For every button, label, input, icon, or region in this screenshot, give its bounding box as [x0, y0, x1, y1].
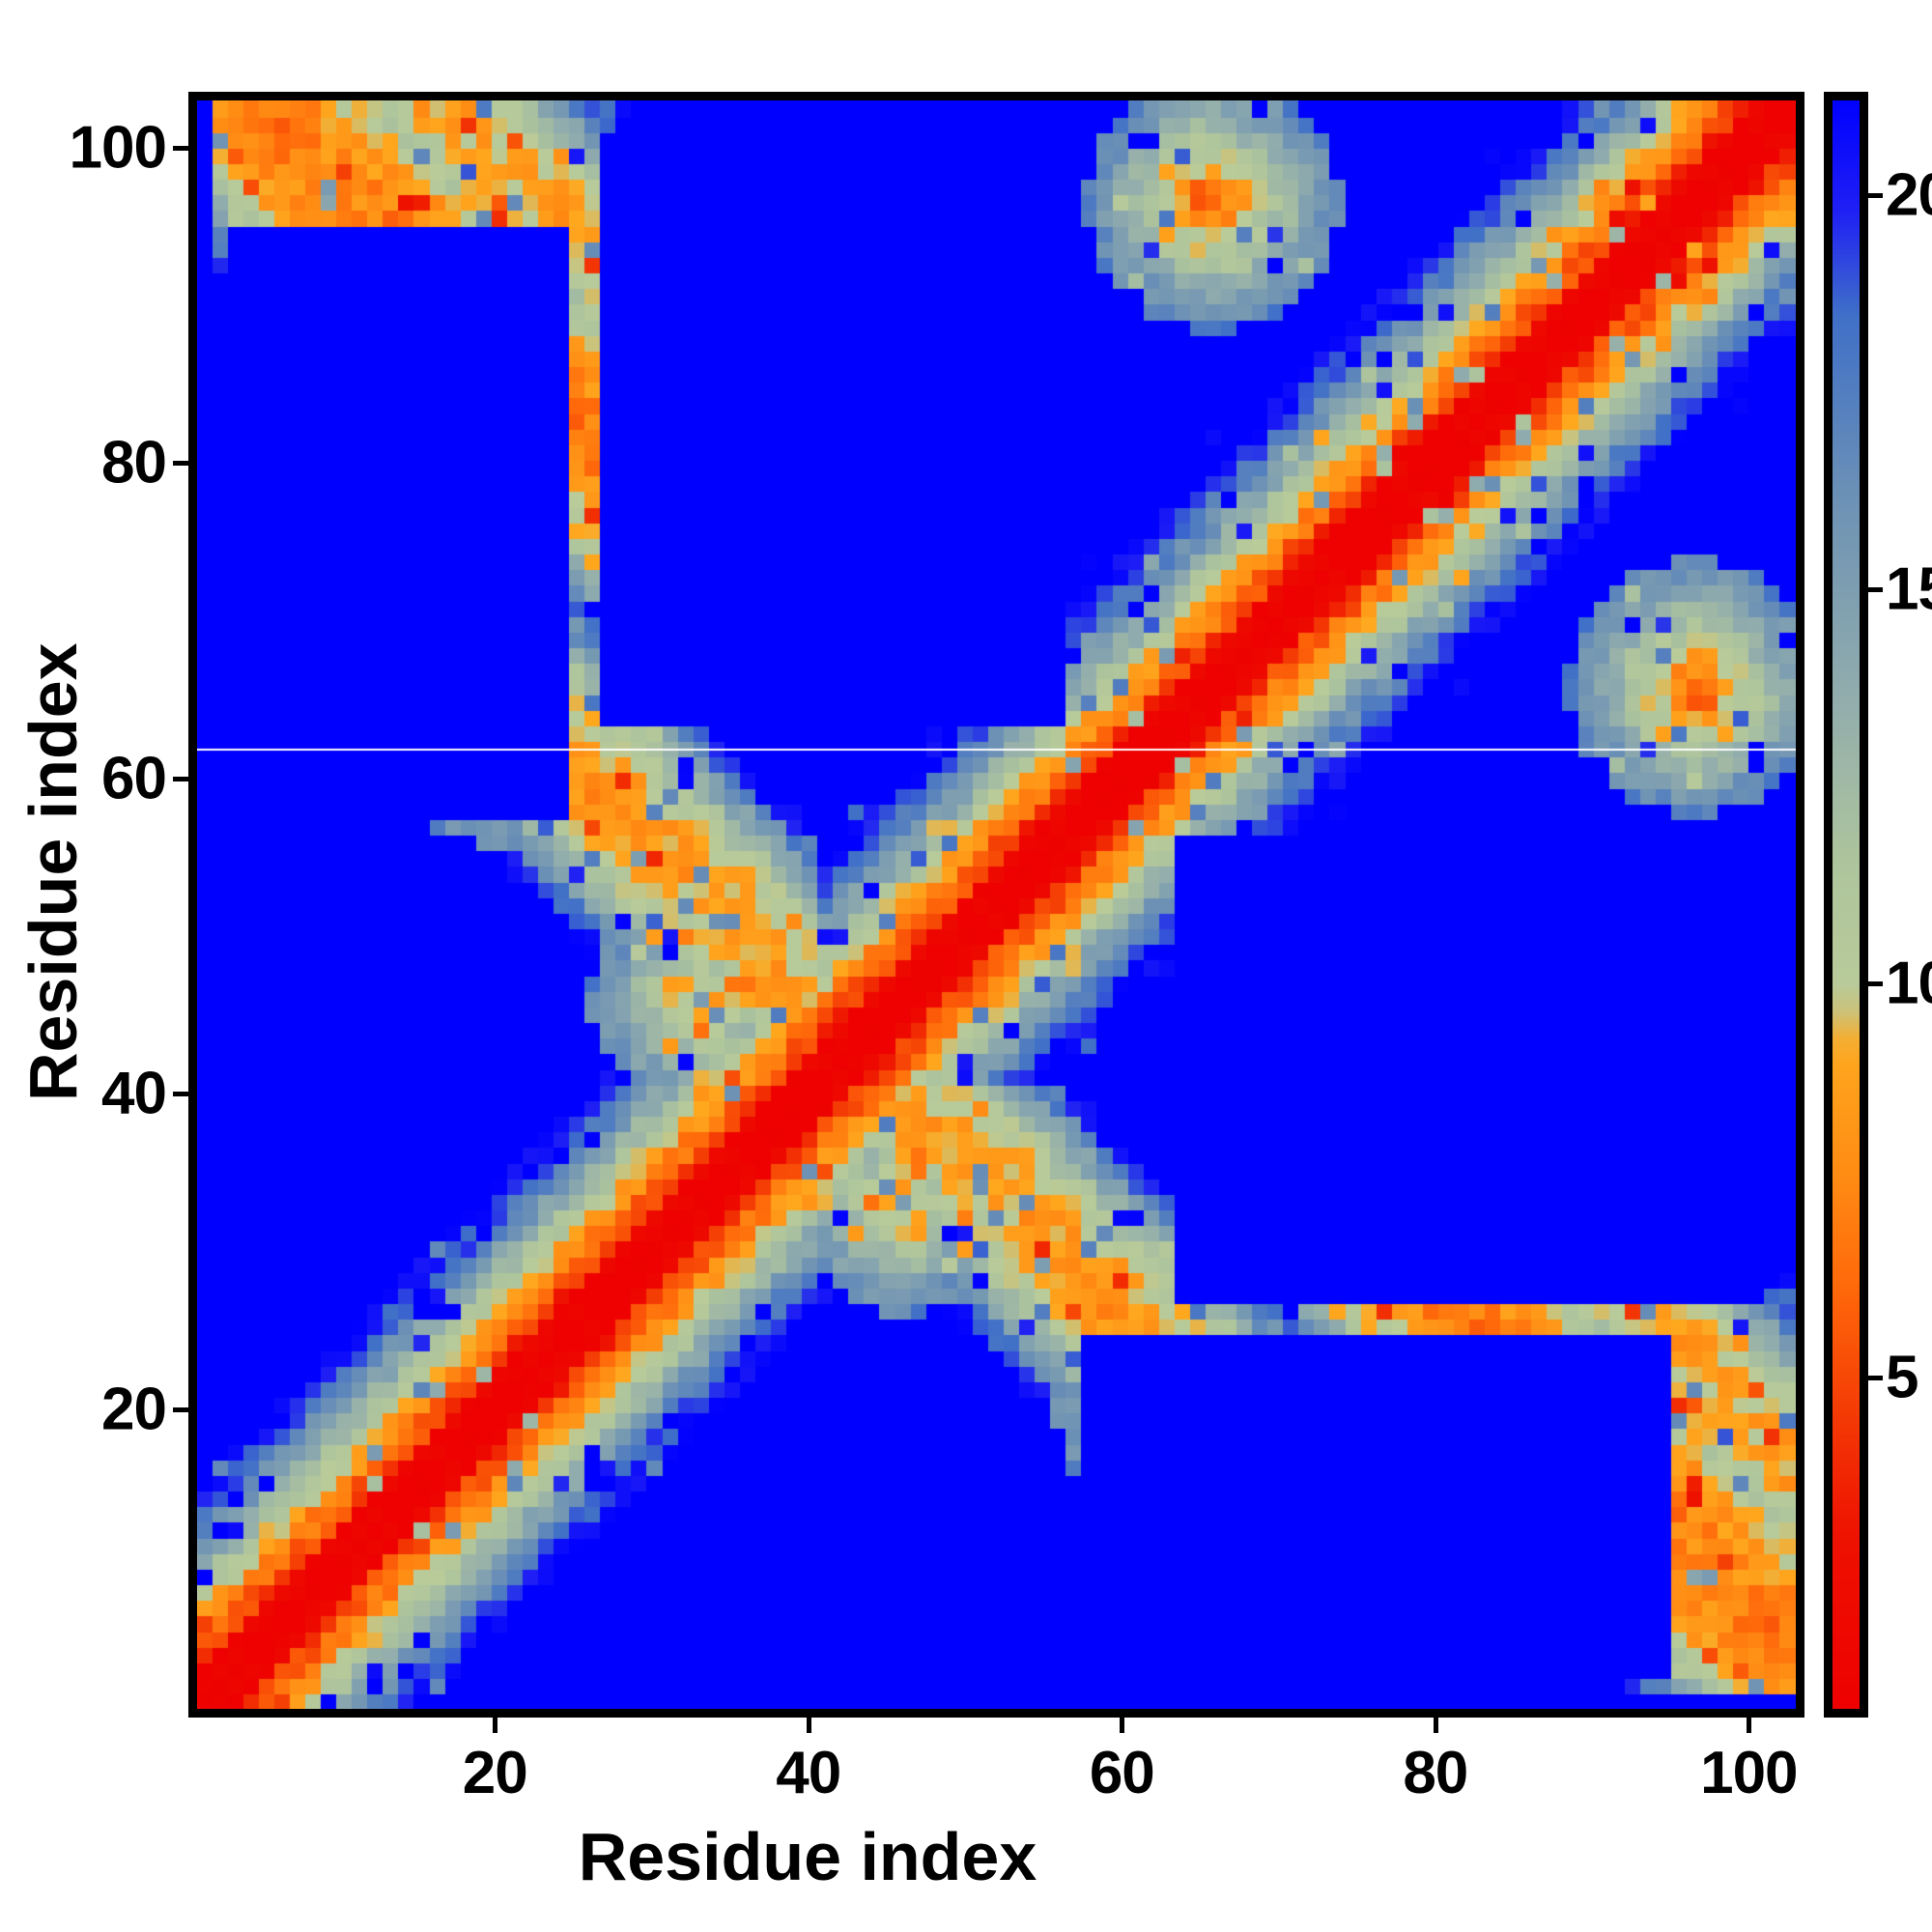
y-tick-label-20: 20 — [101, 1376, 167, 1443]
x-tick-100 — [1747, 1718, 1752, 1733]
colorbar-tick-10 — [1868, 981, 1883, 987]
y-tick-40 — [173, 1092, 188, 1097]
y-tick-100 — [173, 145, 188, 151]
colorbar-tick-20 — [1868, 192, 1883, 198]
heatmap-canvas[interactable] — [197, 100, 1796, 1709]
y-axis-title: Residue index — [15, 642, 91, 1101]
y-tick-80 — [173, 461, 188, 467]
colorbar-tick-label-10: 10 — [1886, 950, 1932, 1017]
y-tick-label-100: 100 — [69, 114, 167, 182]
colorbar-tick-label-20: 20 — [1886, 161, 1932, 229]
x-tick-label-80: 80 — [1403, 1740, 1468, 1806]
y-tick-60 — [173, 776, 188, 781]
colorbar-tick-label-5: 5 — [1886, 1344, 1918, 1411]
heatmap-plot-area[interactable] — [188, 92, 1804, 1718]
x-tick-label-20: 20 — [462, 1740, 528, 1806]
colorbar-tick-15 — [1868, 587, 1883, 593]
x-tick-20 — [493, 1718, 498, 1733]
colorbar-tick-label-15: 15 — [1886, 555, 1932, 623]
y-tick-label-60: 60 — [101, 745, 167, 812]
colorbar-tick-5 — [1868, 1376, 1883, 1381]
y-tick-20 — [173, 1406, 188, 1412]
x-tick-label-60: 60 — [1089, 1740, 1155, 1806]
y-tick-label-80: 80 — [101, 429, 167, 497]
x-tick-80 — [1433, 1718, 1438, 1733]
x-axis-title: Residue index — [578, 1819, 1037, 1894]
x-tick-40 — [806, 1718, 811, 1733]
x-tick-label-40: 40 — [776, 1740, 841, 1806]
colorbar-gradient — [1833, 100, 1860, 1709]
y-tick-label-40: 40 — [101, 1060, 167, 1127]
x-tick-label-100: 100 — [1700, 1740, 1798, 1806]
x-tick-60 — [1120, 1718, 1125, 1733]
colorbar[interactable] — [1824, 92, 1868, 1718]
